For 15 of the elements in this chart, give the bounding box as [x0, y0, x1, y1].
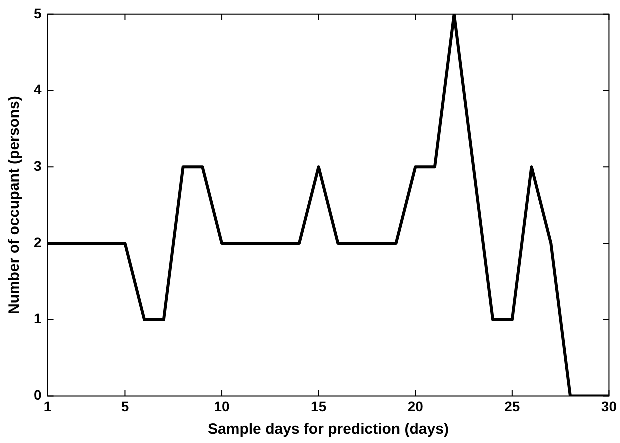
x-tick-label: 15 — [311, 398, 327, 414]
x-tick-label: 30 — [601, 398, 618, 414]
x-tick-label: 10 — [214, 398, 230, 414]
x-axis-title: Sample days for prediction (days) — [208, 421, 449, 438]
y-tick-label: 0 — [34, 387, 42, 404]
x-tick-label: 20 — [408, 398, 424, 414]
y-tick-label: 1 — [34, 310, 42, 327]
y-axis-title: Number of occupant (persons) — [6, 96, 24, 314]
x-tick-label: 25 — [504, 398, 520, 414]
x-tick-label: 1 — [44, 398, 52, 414]
y-tick-label: 4 — [34, 82, 42, 98]
y-tick-label: 3 — [34, 158, 42, 174]
y-tick-label: 2 — [34, 234, 42, 250]
x-tick-label: 5 — [121, 398, 130, 414]
y-tick-label: 5 — [34, 5, 42, 22]
